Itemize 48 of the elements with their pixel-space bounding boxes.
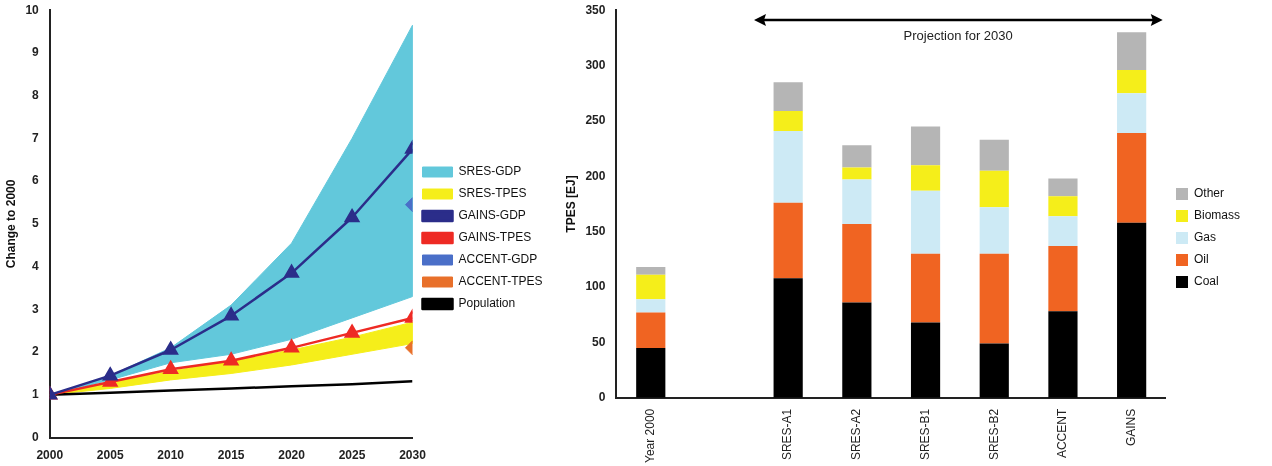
y-tick-label: 250: [585, 113, 606, 128]
y-tick-label: 100: [585, 279, 606, 294]
y-tick-label: 4: [32, 258, 40, 273]
y-tick-label: 10: [25, 2, 40, 17]
legend-label: SRES-TPES: [458, 186, 527, 201]
legend-label: Gas: [1193, 230, 1216, 245]
y-tick-label: 6: [32, 173, 40, 188]
x-tick-label: GAINS: [1123, 408, 1138, 447]
x-tick-label: 2030: [399, 448, 427, 463]
y-axis-title: Change to 2000: [3, 179, 18, 269]
y-tick-label: 1: [32, 387, 40, 402]
y-tick-label: 3: [32, 301, 40, 316]
x-tick-label: 2000: [36, 448, 64, 463]
x-tick-label: ACCENT: [1055, 408, 1070, 459]
legend-label: Biomass: [1193, 208, 1240, 223]
annotation: Projection for 2030: [903, 28, 1013, 44]
x-tick-label: 2010: [157, 448, 185, 463]
legend-label: SRES-GDP: [458, 164, 522, 179]
y-tick-label: 0: [32, 429, 40, 444]
x-tick-label: SRES-B2: [986, 408, 1001, 461]
x-tick-label: 2020: [278, 448, 306, 463]
y-tick-label: 200: [585, 168, 606, 183]
x-tick-label: SRES-B1: [917, 408, 932, 461]
legend-label: Population: [458, 296, 516, 311]
legend-label: ACCENT-GDP: [458, 252, 538, 267]
y-tick-label: 0: [598, 390, 606, 405]
legend-label: Oil: [1193, 252, 1209, 267]
y-tick-label: 300: [585, 57, 606, 72]
x-tick-label: 2015: [217, 448, 245, 463]
legend-label: GAINS-GDP: [458, 208, 526, 223]
y-tick-label: 2: [32, 344, 40, 359]
x-tick-label: 2025: [338, 448, 366, 463]
y-tick-label: 9: [32, 45, 40, 60]
x-tick-label: SRES-A2: [849, 408, 864, 461]
y-tick-label: 350: [585, 2, 606, 17]
legend-label: Coal: [1193, 274, 1219, 289]
y-tick-label: 50: [592, 334, 606, 349]
legend-label: ACCENT-TPES: [458, 274, 543, 289]
y-tick-label: 8: [32, 87, 40, 102]
legend-label: GAINS-TPES: [458, 230, 532, 245]
y-axis-title: TPES [EJ]: [563, 175, 578, 233]
y-tick-label: 150: [585, 223, 606, 238]
x-tick-label: SRES-A1: [780, 408, 795, 461]
legend-label: Other: [1193, 186, 1224, 201]
y-tick-label: 5: [32, 216, 40, 231]
y-tick-label: 7: [32, 130, 40, 145]
x-tick-label: 2005: [96, 448, 124, 463]
x-tick-label: Year 2000: [643, 408, 658, 464]
